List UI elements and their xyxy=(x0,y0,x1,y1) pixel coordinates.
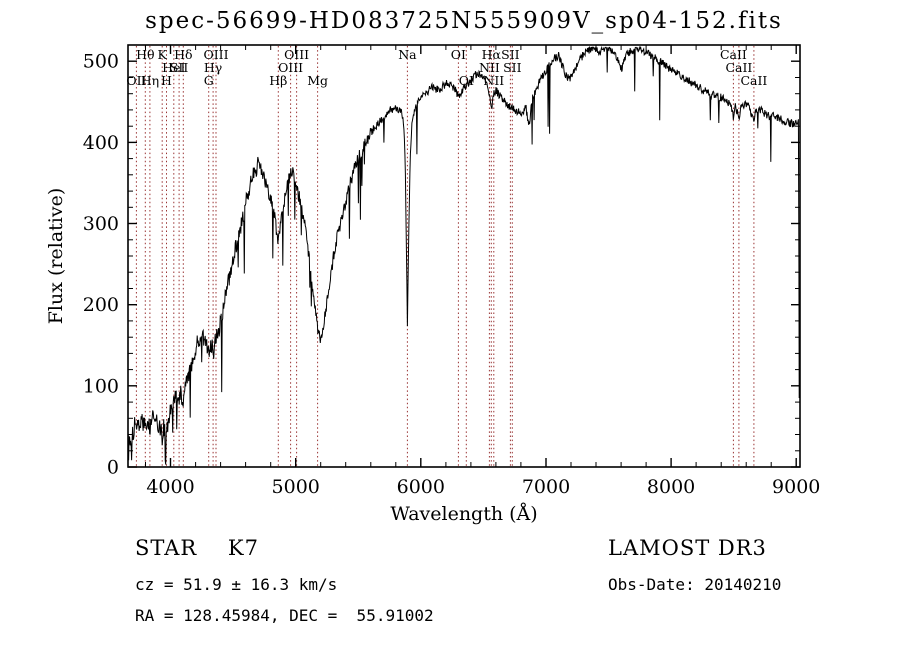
x-tick-label: 6000 xyxy=(397,476,445,498)
x-tick-label: 7000 xyxy=(522,476,570,498)
spectral-line-label: OI xyxy=(459,73,474,88)
spectral-line-label: OIII xyxy=(203,47,228,62)
y-tick-label: 300 xyxy=(83,213,119,235)
spectral-line-label: HeI xyxy=(162,60,185,75)
plot-title: spec-56699-HD083725N555909V_sp04-152.fit… xyxy=(145,8,783,34)
y-tick-label: 100 xyxy=(83,375,119,397)
y-tick-label: 0 xyxy=(107,457,119,479)
spectral-line-label: Mg xyxy=(307,73,328,88)
plot-box xyxy=(127,44,801,468)
spectral-line-label: CaII xyxy=(720,47,747,62)
spectral-line-label: OII xyxy=(126,73,146,88)
spectral-line-label: CaII xyxy=(725,60,752,75)
spectral-line-label: Hβ xyxy=(269,73,287,88)
spectral-line-label: NII xyxy=(483,73,504,88)
coordinates-label: RA = 128.45984, DEC = 55.91002 xyxy=(135,606,434,625)
spectral-line-label: OI xyxy=(451,47,466,62)
spectrum-trace xyxy=(128,45,800,465)
redshift-velocity-label: cz = 51.9 ± 16.3 km/s xyxy=(135,575,338,594)
y-tick-label: 500 xyxy=(83,51,119,73)
spectral-line-label: NII xyxy=(479,60,500,75)
obs-date-label: Obs-Date: 20140210 xyxy=(608,575,782,594)
spectral-line-label: SII xyxy=(503,60,522,75)
spectral-line-label: OIII xyxy=(278,60,303,75)
spectral-line-label: Hθ xyxy=(136,47,154,62)
x-tick-label: 5000 xyxy=(272,476,320,498)
x-axis-label: Wavelength (Å) xyxy=(390,503,537,525)
x-tick-label: 4000 xyxy=(146,476,194,498)
survey-label: LAMOST DR3 xyxy=(608,536,767,560)
classification-label: STAR K7 xyxy=(135,536,259,560)
x-tick-label: 8000 xyxy=(647,476,695,498)
spectral-line-label: SII xyxy=(170,60,189,75)
spectral-line-label: Hγ xyxy=(204,60,222,75)
spectral-line-label: H xyxy=(161,73,172,88)
spectral-line-label: G xyxy=(204,73,214,88)
x-tick-label: 9000 xyxy=(772,476,820,498)
y-tick-label: 200 xyxy=(83,294,119,316)
spectral-line-label: K xyxy=(158,47,168,62)
y-tick-label: 400 xyxy=(83,132,119,154)
spectral-line-label: Hδ xyxy=(174,47,192,62)
spectral-line-label: Na xyxy=(398,47,417,62)
spectral-line-label: SII xyxy=(501,47,520,62)
spectral-line-label: OIII xyxy=(284,47,309,62)
spectral-line-label: Hα xyxy=(482,47,502,62)
spectral-line-label: CaII xyxy=(740,73,767,88)
spectral-line-label: Hη xyxy=(141,73,159,88)
y-axis-label: Flux (relative) xyxy=(45,188,67,325)
